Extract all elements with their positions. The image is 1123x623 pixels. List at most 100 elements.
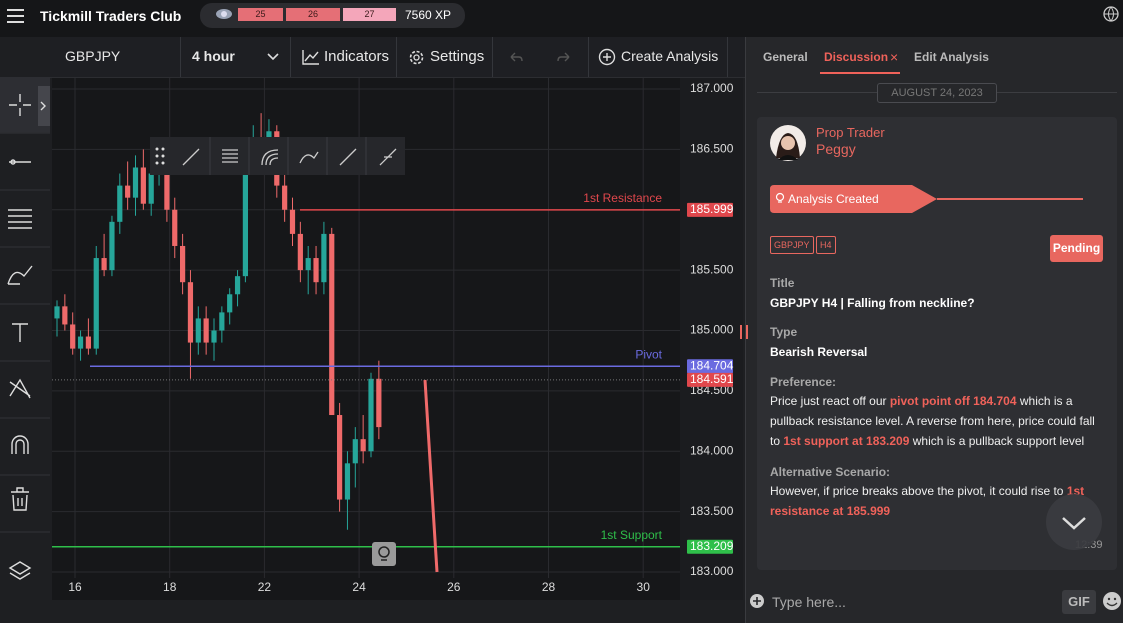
candle-body bbox=[329, 233, 335, 416]
tab-close[interactable]: × bbox=[890, 49, 899, 65]
measure-tool[interactable] bbox=[379, 148, 397, 166]
brush-tool[interactable] bbox=[7, 265, 33, 285]
level-label: 1st Support bbox=[601, 528, 663, 542]
interval[interactable]: 4 hour bbox=[192, 48, 235, 64]
candle-body bbox=[203, 318, 209, 343]
emoji-button[interactable] bbox=[1102, 591, 1122, 611]
x-tick-label: 26 bbox=[447, 580, 461, 594]
y-tick-label: 185.000 bbox=[690, 323, 734, 337]
candle-body bbox=[305, 258, 311, 271]
note-highlight: pivot point off 184.704 bbox=[889, 394, 1017, 408]
candle-body bbox=[93, 258, 99, 349]
menu-icon[interactable] bbox=[6, 6, 26, 26]
price-tag bbox=[687, 539, 733, 554]
price-tag-label: 185.999 bbox=[690, 202, 734, 216]
message-input[interactable]: Type here... bbox=[772, 594, 846, 610]
tool-expand[interactable] bbox=[38, 86, 50, 126]
separator bbox=[290, 37, 291, 77]
x-tick-label: 18 bbox=[163, 580, 177, 594]
event-label: Analysis Created bbox=[788, 192, 879, 206]
scroll-down-button[interactable] bbox=[1045, 493, 1103, 551]
note-label: Preference: bbox=[770, 375, 837, 389]
note-segment: However, if price breaks above the pivot… bbox=[770, 484, 1067, 498]
layers-tool[interactable] bbox=[8, 561, 32, 580]
crosshair-tool[interactable] bbox=[9, 94, 31, 116]
top-bar bbox=[0, 0, 1123, 37]
separator bbox=[727, 37, 728, 77]
x-tick-label: 16 bbox=[68, 580, 82, 594]
create-icon bbox=[598, 48, 616, 66]
create-analysis-button[interactable]: Create Analysis bbox=[621, 48, 719, 64]
pattern-tool[interactable] bbox=[9, 378, 31, 399]
status-badge: Pending bbox=[1050, 235, 1103, 262]
candle-body bbox=[360, 439, 366, 452]
candle-body bbox=[234, 276, 241, 295]
ray-tool[interactable] bbox=[339, 148, 357, 166]
resize-handle[interactable] bbox=[740, 325, 748, 339]
drag-handle[interactable] bbox=[155, 147, 165, 165]
separator bbox=[492, 37, 493, 77]
level-bar: 27 bbox=[343, 8, 396, 21]
language-icon[interactable] bbox=[1102, 5, 1120, 23]
indicators-button[interactable]: Indicators bbox=[324, 48, 390, 65]
tab[interactable]: General bbox=[763, 50, 808, 64]
candle-body bbox=[344, 463, 351, 500]
tab-underline bbox=[820, 72, 900, 74]
idea-marker[interactable] bbox=[372, 542, 396, 566]
candle-body bbox=[352, 439, 358, 464]
y-tick-label: 184.000 bbox=[690, 443, 734, 457]
chart: 183.000183.500184.000184.500185.000185.5… bbox=[0, 77, 734, 623]
line-tool-dot bbox=[10, 159, 16, 165]
candle-body bbox=[101, 258, 107, 271]
interval-chevron[interactable] bbox=[266, 50, 280, 64]
app-title: Tickmill Traders Club bbox=[40, 8, 182, 24]
expand-chevron bbox=[40, 101, 46, 111]
candle-body bbox=[77, 336, 84, 349]
candle-body bbox=[85, 336, 91, 349]
settings-button[interactable]: Settings bbox=[430, 48, 485, 65]
tool-icons bbox=[0, 77, 50, 580]
y-tick-label: 183.000 bbox=[690, 564, 734, 578]
text-tool[interactable] bbox=[12, 323, 28, 342]
price-tag-label: 184.704 bbox=[690, 358, 734, 372]
levels: 1st Resistance 185.999 Pivot 184.704 1st Sup… bbox=[52, 191, 734, 554]
y-tick-label: 187.000 bbox=[690, 81, 734, 95]
separator bbox=[180, 37, 181, 77]
candle-body bbox=[70, 324, 76, 349]
field-value: Bearish Reversal bbox=[770, 345, 868, 359]
candle-body bbox=[132, 167, 139, 198]
time-axis bbox=[52, 578, 680, 600]
bulb-icon bbox=[378, 546, 390, 558]
tag: GBPJPY bbox=[770, 236, 814, 254]
attach-button[interactable] bbox=[749, 593, 765, 609]
tab[interactable]: Edit Analysis bbox=[914, 50, 989, 64]
magnet-tool[interactable] bbox=[11, 435, 29, 454]
symbol[interactable]: GBPJPY bbox=[65, 48, 121, 64]
candle-body bbox=[321, 233, 327, 283]
tab-active[interactable]: Discussion bbox=[824, 50, 889, 64]
level-label: 1st Resistance bbox=[583, 191, 662, 205]
price-tag-label: 183.209 bbox=[690, 539, 734, 553]
level-bar: 25 bbox=[238, 8, 283, 21]
trend-line-tool[interactable] bbox=[182, 148, 200, 166]
candle-body bbox=[289, 209, 296, 234]
candle-body bbox=[227, 294, 233, 313]
field-label: Title bbox=[770, 276, 795, 290]
candle-body bbox=[125, 185, 131, 198]
indicators-icon bbox=[302, 50, 319, 65]
rank-icon bbox=[216, 9, 232, 19]
candles bbox=[54, 113, 382, 530]
undo-redo[interactable] bbox=[507, 50, 573, 64]
lines-tool[interactable] bbox=[8, 209, 32, 229]
note-segment: which is a pullback support level bbox=[909, 434, 1085, 448]
tool-sidebar bbox=[0, 77, 50, 623]
brush-tool[interactable] bbox=[299, 151, 319, 164]
level-bar: 26 bbox=[286, 8, 340, 21]
fan-tool[interactable] bbox=[261, 149, 279, 166]
event-banner bbox=[770, 185, 1083, 213]
note-text: Price just react off our pivot point off… bbox=[770, 391, 1108, 451]
trash-tool[interactable] bbox=[11, 487, 29, 511]
gif-button[interactable]: GIF bbox=[1062, 590, 1096, 614]
fib-tool[interactable] bbox=[222, 149, 238, 163]
candle-body bbox=[180, 245, 186, 283]
